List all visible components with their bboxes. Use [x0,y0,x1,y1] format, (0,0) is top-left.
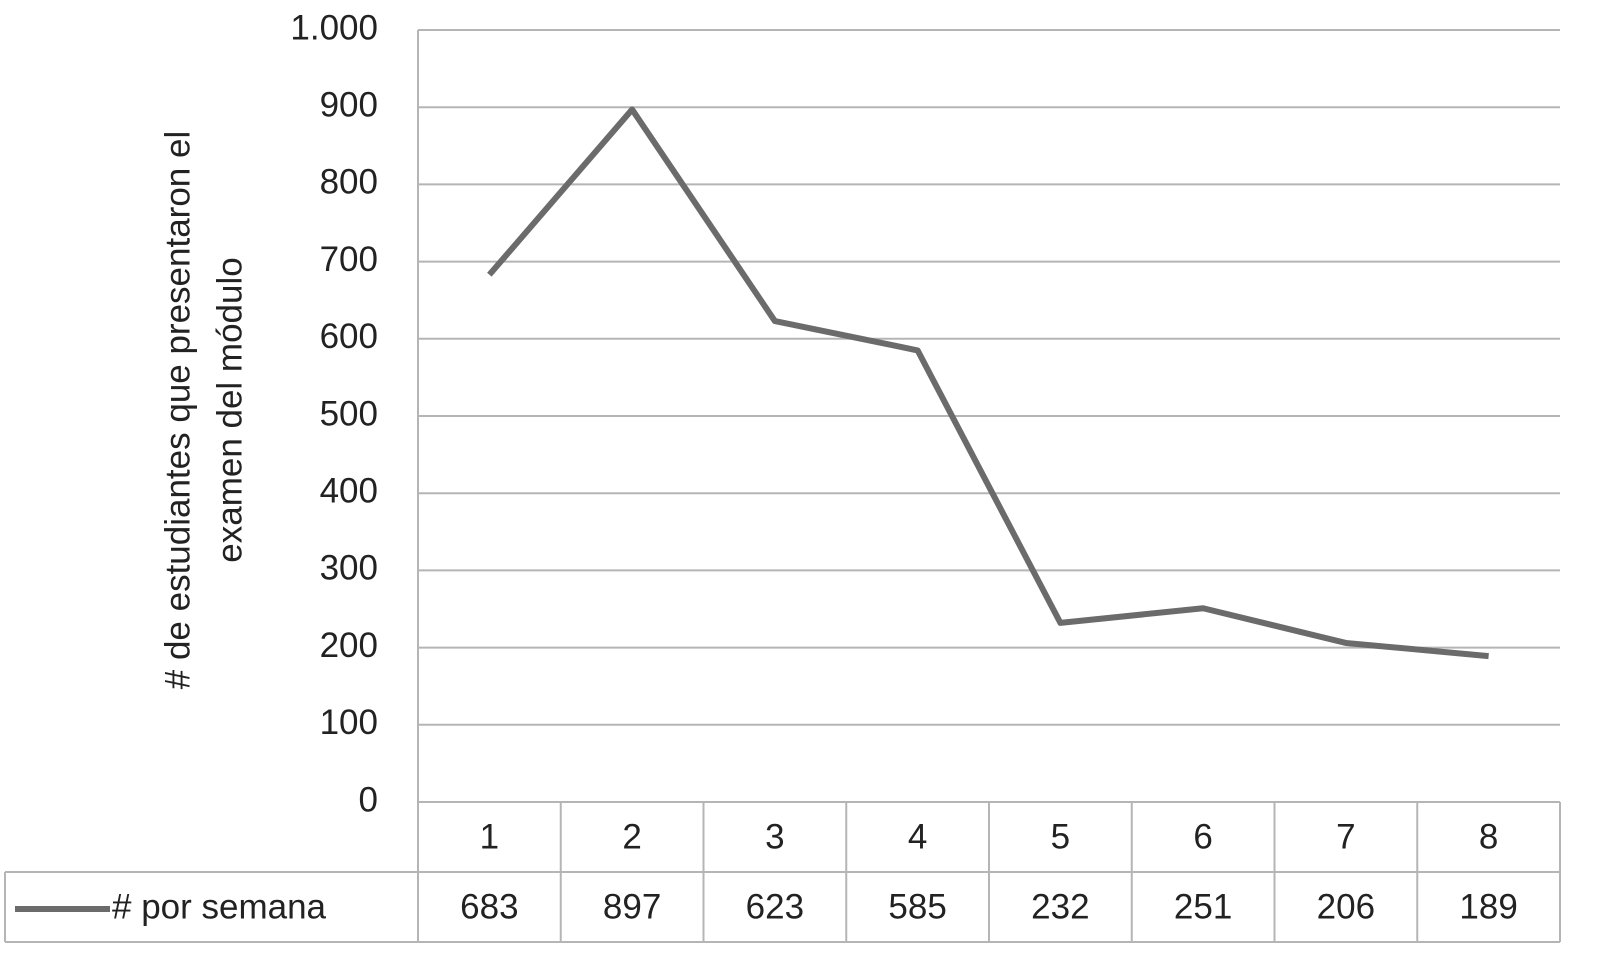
x-tick-label: 5 [1051,817,1070,856]
x-tick-label: 2 [622,817,641,856]
table-value: 206 [1317,887,1375,926]
table-value: 897 [603,887,661,926]
table-value: 251 [1174,887,1232,926]
y-tick-label: 0 [359,780,378,819]
y-tick-label: 200 [320,626,378,665]
x-tick-label: 6 [1193,817,1212,856]
y-tick-label: 600 [320,317,378,356]
table-value: 585 [888,887,946,926]
y-tick-label: 700 [320,240,378,279]
table-value: 683 [460,887,518,926]
x-tick-label: 4 [908,817,927,856]
y-axis-title: examen del módulo [210,257,249,562]
table-value: 189 [1459,887,1517,926]
y-tick-label: 800 [320,163,378,202]
y-tick-label: 900 [320,85,378,124]
y-tick-label: 100 [320,703,378,742]
x-tick-label: 1 [480,817,499,856]
table-value: 232 [1031,887,1089,926]
line [487,106,1489,660]
table-value: 623 [746,887,804,926]
y-tick-label: 300 [320,549,378,588]
x-tick-label: 3 [765,817,784,856]
y-tick-label: 1.000 [290,8,378,47]
y-axis-title: # de estudiantes que presentaron el [158,131,197,689]
x-tick-label: 7 [1336,817,1355,856]
legend-label: # por semana [112,887,327,926]
x-tick-label: 8 [1479,817,1498,856]
y-tick-label: 400 [320,471,378,510]
y-tick-label: 500 [320,394,378,433]
